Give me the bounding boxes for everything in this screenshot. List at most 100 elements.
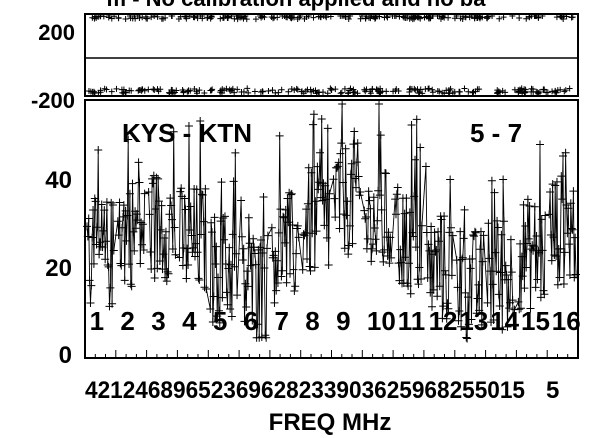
amp-point xyxy=(287,189,296,198)
amp-point xyxy=(409,232,418,241)
amp-point xyxy=(455,306,464,315)
phase-point xyxy=(310,14,317,21)
amp-point xyxy=(440,212,449,221)
amp-point xyxy=(506,235,515,244)
if-label: 10 xyxy=(367,306,396,336)
amp-point xyxy=(379,257,388,266)
phase-point xyxy=(111,13,118,20)
amp-point xyxy=(383,252,392,261)
amp-point xyxy=(417,221,426,230)
phase-point xyxy=(135,87,142,94)
amp-point xyxy=(98,243,107,252)
amp-point xyxy=(277,272,286,281)
phase-point xyxy=(141,87,148,94)
amp-point xyxy=(348,239,357,248)
amp-point xyxy=(126,280,135,289)
amp-point xyxy=(433,292,442,301)
amp-point xyxy=(404,281,413,290)
amp-point xyxy=(123,211,132,220)
amp-point xyxy=(341,144,350,153)
phase-point xyxy=(341,85,348,92)
amp-point xyxy=(88,233,97,242)
amp-point xyxy=(571,233,580,242)
phase-point xyxy=(118,86,125,93)
amp-point xyxy=(572,270,580,279)
amp-point xyxy=(552,177,561,186)
amp-point xyxy=(411,155,420,164)
amp-point xyxy=(161,227,170,236)
amp-point xyxy=(232,249,241,258)
amp-point xyxy=(230,262,239,271)
amp-point xyxy=(332,163,341,172)
amp-point xyxy=(280,238,289,247)
phase-point xyxy=(231,15,238,22)
amp-point xyxy=(432,245,441,254)
amp-point xyxy=(308,229,317,238)
phase-point xyxy=(345,15,352,22)
phase-point xyxy=(238,14,245,21)
amp-point xyxy=(209,292,218,301)
amp-point xyxy=(262,333,271,342)
amp-point xyxy=(331,213,340,222)
phase-point xyxy=(361,86,368,93)
amp-point xyxy=(237,232,246,241)
amp-point xyxy=(276,205,285,214)
phase-point xyxy=(472,88,479,95)
amp-point xyxy=(101,255,110,264)
amp-point xyxy=(165,210,174,219)
phase-point xyxy=(324,90,331,97)
amp-point xyxy=(227,260,236,269)
amp-point xyxy=(475,306,484,315)
amp-point xyxy=(318,196,327,205)
amp-point xyxy=(196,116,205,125)
amp-point xyxy=(136,259,145,268)
amp-point xyxy=(461,288,470,297)
amp-point xyxy=(553,280,562,289)
phase-point xyxy=(283,14,290,21)
phase-point xyxy=(190,14,197,21)
phase-point xyxy=(544,89,551,96)
amp-point xyxy=(312,227,321,236)
amp-point xyxy=(210,213,219,222)
amp-point xyxy=(211,259,220,268)
amp-point xyxy=(435,282,444,291)
amp-point xyxy=(467,315,476,324)
amp-point xyxy=(237,196,246,205)
phase-point xyxy=(540,86,547,93)
amp-point xyxy=(263,231,272,240)
amp-point xyxy=(191,252,200,261)
amp-point xyxy=(516,239,525,248)
phase-point xyxy=(502,89,509,96)
amp-point xyxy=(443,299,452,308)
amp-point xyxy=(323,124,332,133)
phase-point xyxy=(274,14,281,21)
if-label: 14 xyxy=(490,306,519,336)
amp-point xyxy=(366,204,375,213)
amp-point xyxy=(374,186,383,195)
phase-point xyxy=(148,14,155,21)
amp-point xyxy=(180,194,189,203)
amp-point xyxy=(498,325,507,334)
amp-point xyxy=(100,206,109,215)
amp-point xyxy=(311,197,320,206)
amp-point xyxy=(102,237,111,246)
amp-point xyxy=(273,256,282,265)
amp-point xyxy=(263,244,272,253)
phase-point xyxy=(194,90,201,97)
amp-point xyxy=(334,158,343,167)
amp-point xyxy=(499,217,508,226)
amp-point xyxy=(166,194,175,203)
phase-point xyxy=(372,13,379,20)
amp-point xyxy=(493,216,502,225)
phase-point xyxy=(401,14,408,21)
amp-point xyxy=(343,197,352,206)
amp-point xyxy=(292,249,301,258)
amp-point xyxy=(246,261,255,270)
amp-point xyxy=(345,221,354,230)
if-label: 11 xyxy=(398,306,426,336)
phase-point xyxy=(269,87,276,94)
amp-point xyxy=(330,194,339,203)
amp-point xyxy=(253,320,262,329)
phase-point xyxy=(531,13,538,19)
amp-point xyxy=(200,283,209,292)
